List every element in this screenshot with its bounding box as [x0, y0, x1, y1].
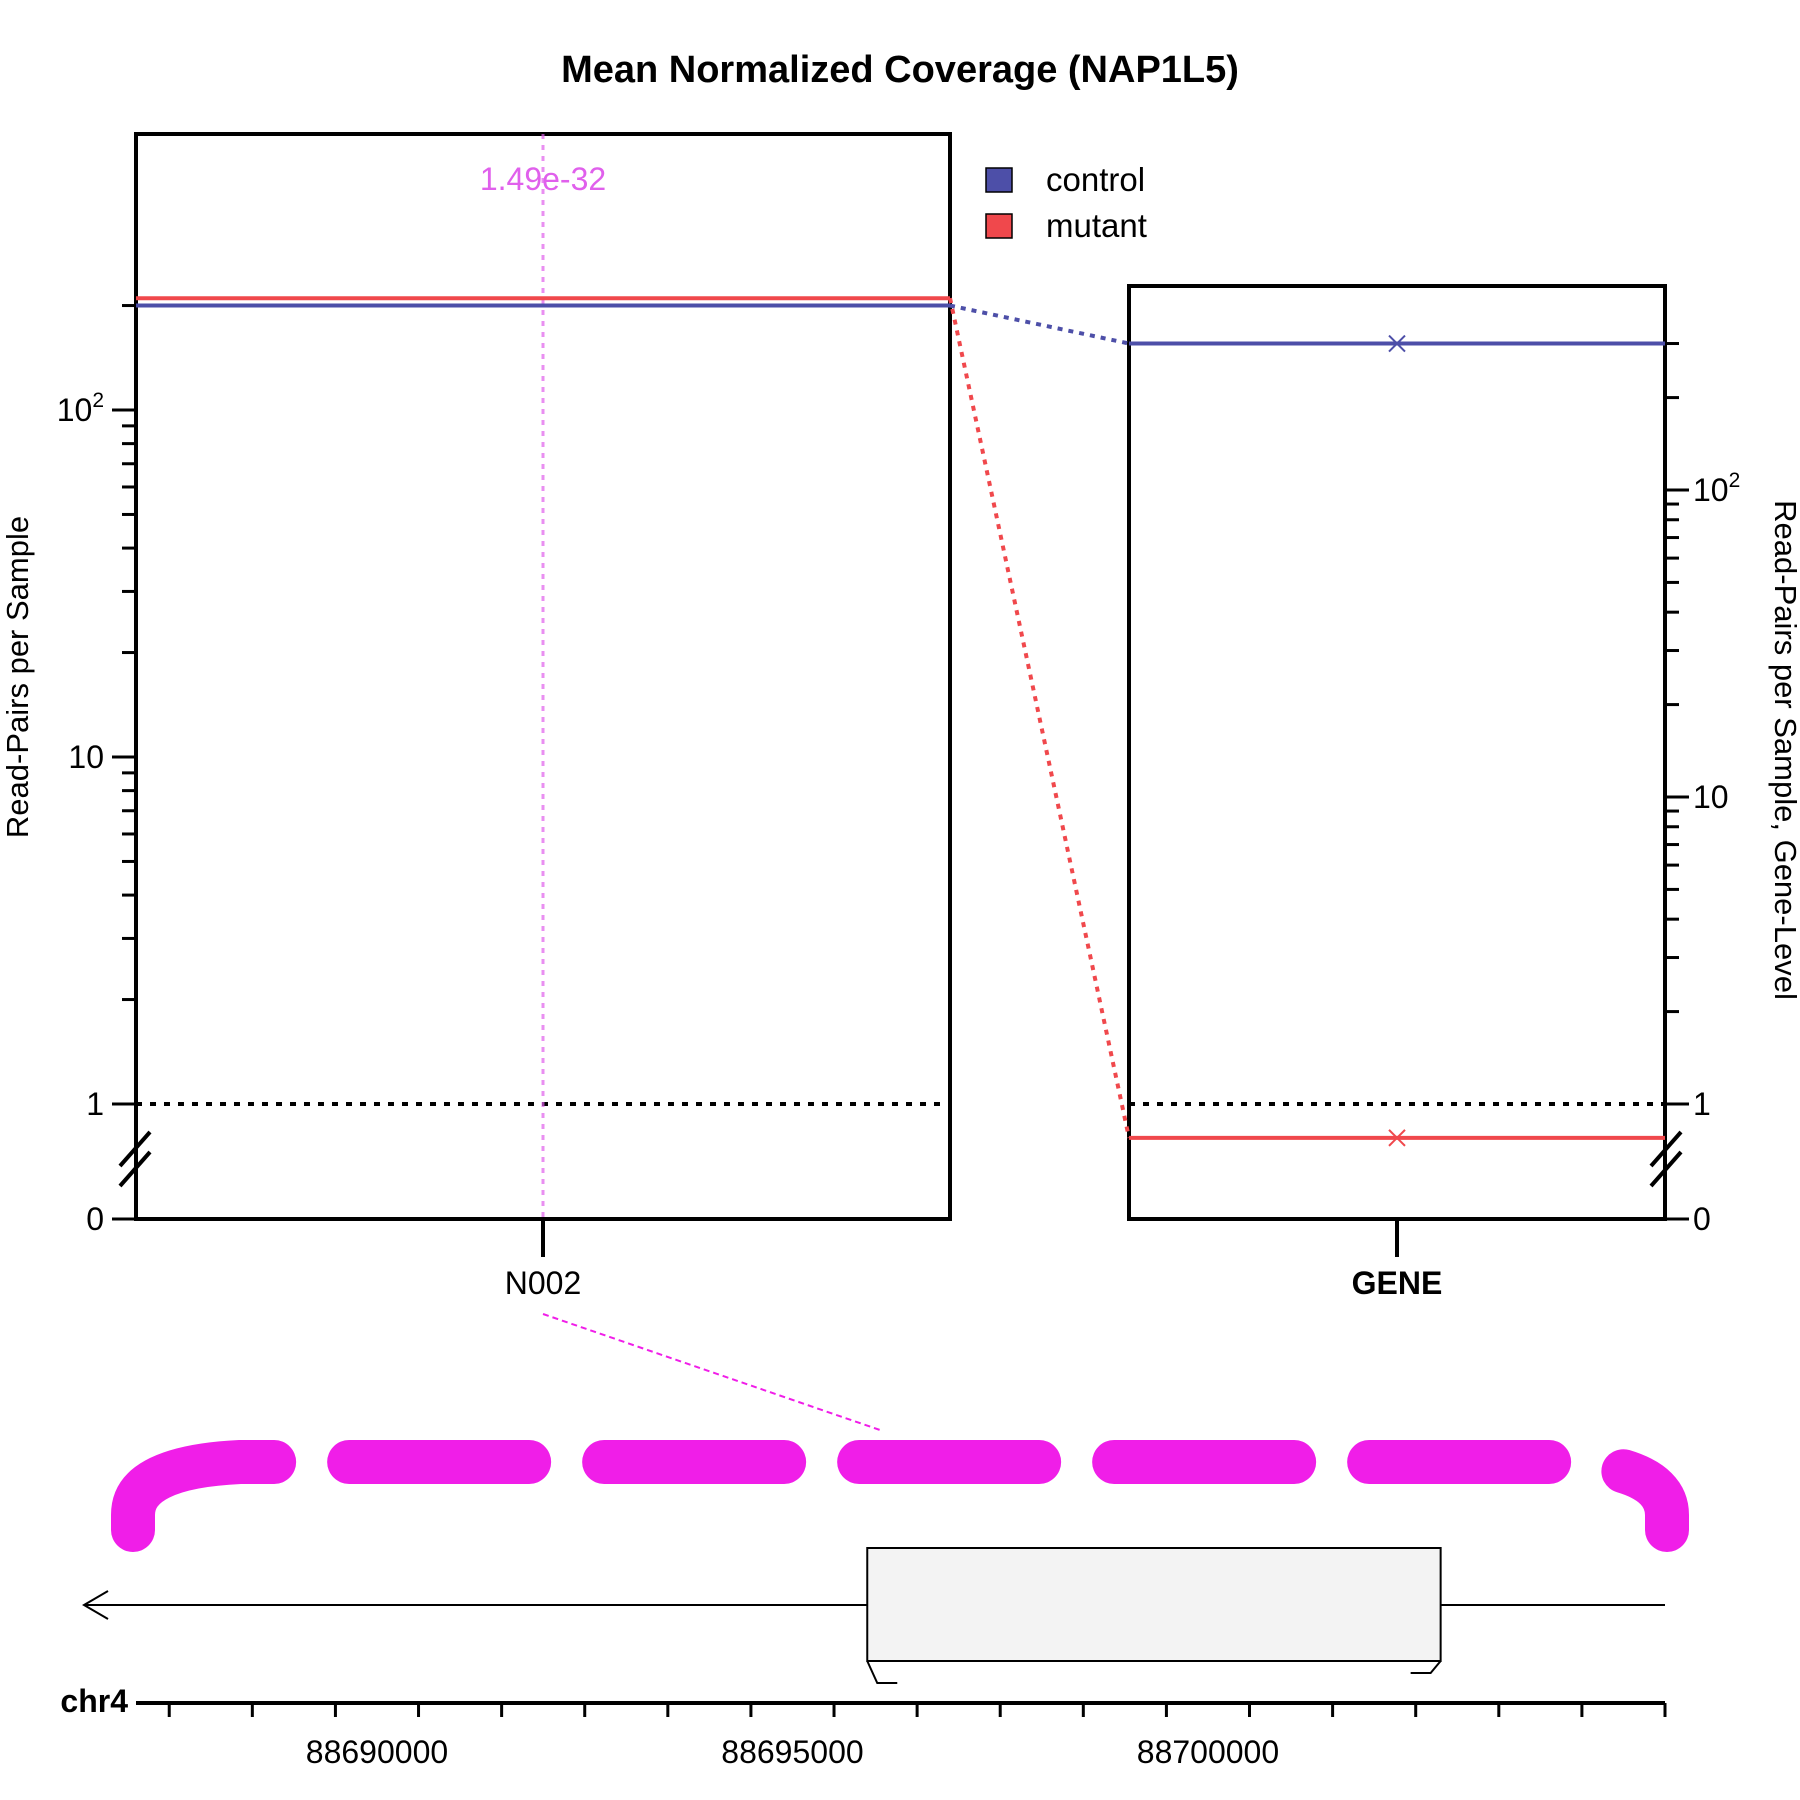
exon-bracket-right	[1410, 1660, 1442, 1674]
right-ytick-label: 1	[1693, 1086, 1711, 1122]
left-axis-break	[118, 1130, 152, 1168]
right-axis-break	[1649, 1130, 1683, 1168]
splice-pointer	[542, 1313, 881, 1431]
left-axis-break	[118, 1150, 152, 1188]
right-point-control	[1388, 334, 1406, 353]
genome-tick-label: 88695000	[721, 1734, 863, 1770]
right-xtick-label: GENE	[1352, 1265, 1443, 1301]
chart-title: Mean Normalized Coverage (NAP1L5)	[561, 49, 1239, 91]
legend-swatch-mutant	[985, 213, 1013, 239]
legend-swatch-control	[985, 167, 1013, 193]
legend-label-mutant: mutant	[1046, 207, 1147, 244]
gene-exon-box	[866, 1547, 1442, 1662]
right-ytick-label: 0	[1693, 1201, 1711, 1237]
left-ytick-label: 10	[68, 739, 104, 775]
exon-bracket-left	[866, 1660, 898, 1684]
connector-control	[949, 303, 1130, 346]
strand-arrow-icon	[82, 1590, 109, 1620]
right-panel-frame	[1127, 284, 1667, 1221]
genome-tick-label: 88700000	[1137, 1734, 1279, 1770]
right-axis-break	[1649, 1150, 1683, 1188]
genome-tick-label: 88690000	[306, 1734, 448, 1770]
legend-label-control: control	[1046, 161, 1145, 198]
left-xtick-label: N002	[505, 1265, 582, 1301]
connector-mutant	[948, 297, 1131, 1139]
left-ytick-label: 0	[86, 1201, 104, 1237]
left-ytick-label: 1	[86, 1086, 104, 1122]
chromosome-label: chr4	[60, 1683, 128, 1719]
left-ylabel: Read-Pairs per Sample	[0, 516, 35, 838]
right-ylabel: Read-Pairs per Sample, Gene-Level	[1768, 500, 1800, 1000]
pvalue-label: 1.49e-32	[480, 161, 606, 197]
splice-junction-arc	[111, 1440, 1689, 1552]
right-ytick-label: 10	[1693, 779, 1729, 815]
right-point-mutant	[1388, 1129, 1406, 1147]
left-ytick-label: 102	[57, 389, 104, 428]
right-ytick-label: 102	[1693, 469, 1740, 508]
